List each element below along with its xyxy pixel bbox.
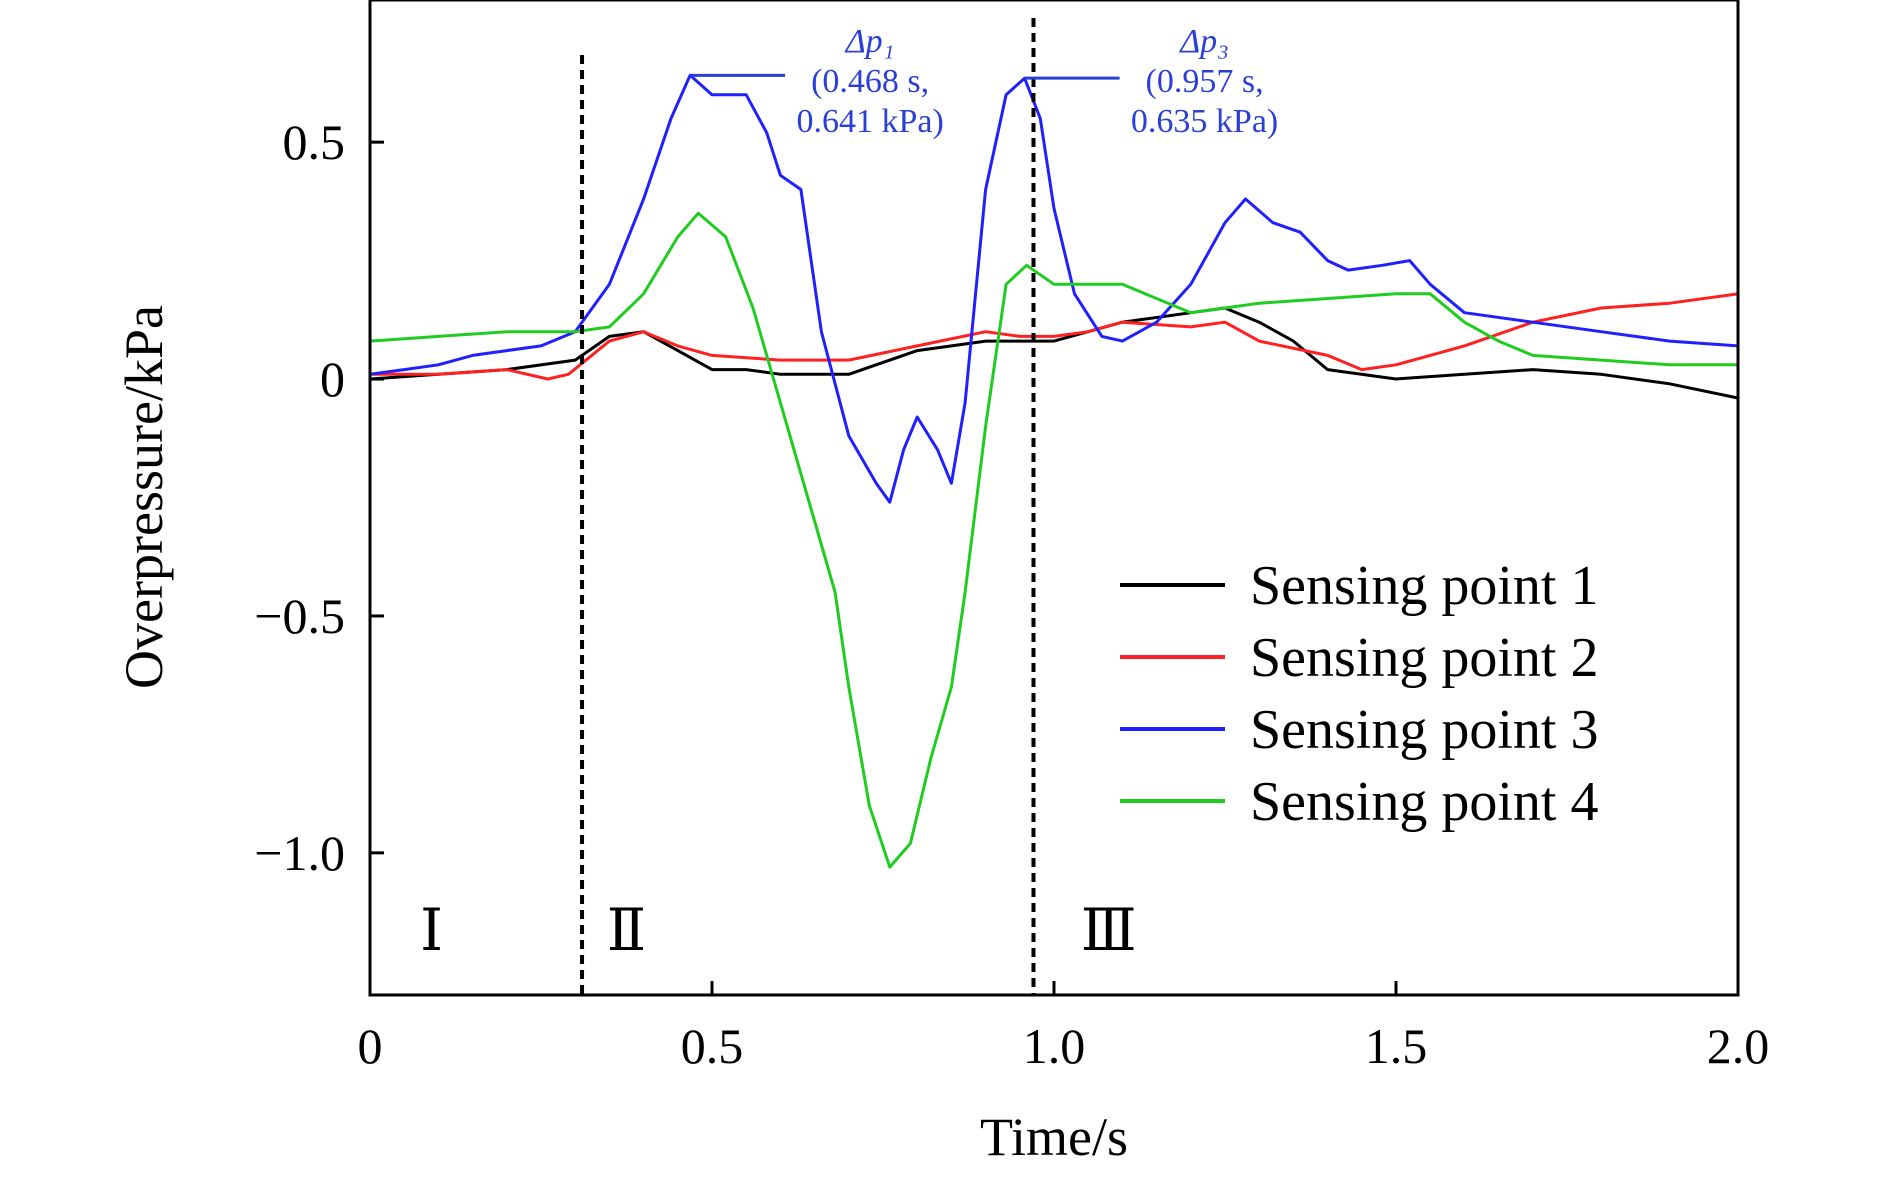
x-tick-label: 0.5: [681, 1018, 744, 1074]
series-line-sensing-point-4: [370, 211, 1738, 869]
series-lines: [370, 73, 1738, 869]
region-label: Ⅰ: [420, 898, 443, 963]
annotation-text-1: (0.468 s,: [811, 63, 929, 100]
legend-label-sensing-point-1: Sensing point 1: [1250, 555, 1598, 617]
region-label: Ⅲ: [1081, 898, 1137, 963]
plot-frame: [368, 0, 1740, 997]
series-line-sensing-point-1: [370, 306, 1738, 400]
series-line-sensing-point-3: [370, 73, 1738, 504]
annotation-text-2: 0.635 kPa): [1131, 103, 1278, 140]
x-tick-label: 1.5: [1365, 1018, 1428, 1074]
region-label: Ⅱ: [607, 898, 646, 963]
region-labels: Ⅰ Ⅱ Ⅲ: [420, 898, 1137, 963]
x-tick-label: 0: [358, 1018, 383, 1074]
legend: Sensing point 1 Sensing point 2 Sensing po…: [1120, 555, 1598, 833]
y-tick-label: 0: [320, 351, 345, 407]
axis-ticks: 0 0.5 1.0 1.5 2.0 −1.0 −0.5 0 0.5: [254, 114, 1769, 1074]
region-dividers: [580, 18, 1036, 995]
x-tick-label: 2.0: [1707, 1018, 1770, 1074]
annotation-text-2: Δp₃: [1178, 23, 1229, 60]
peak-annotations: Δp₁(0.468 s,0.641 kPa) Δp₃(0.957 s,0.635 …: [690, 23, 1278, 140]
y-tick-label: 0.5: [283, 114, 346, 170]
annotation-text-1: 0.641 kPa): [796, 103, 943, 140]
legend-label-sensing-point-2: Sensing point 2: [1250, 627, 1598, 689]
legend-label-sensing-point-4: Sensing point 4: [1250, 771, 1598, 833]
legend-label-sensing-point-3: Sensing point 3: [1250, 699, 1598, 761]
y-tick-label: −1.0: [254, 825, 345, 881]
x-axis-title: Time/s: [980, 1107, 1128, 1167]
y-axis-title: Overpressure/kPa: [114, 305, 174, 689]
y-tick-label: −0.5: [254, 588, 345, 644]
annotation-text-2: (0.957 s,: [1146, 63, 1264, 100]
annotation-text-1: Δp₁: [844, 23, 895, 60]
x-tick-label: 1.0: [1023, 1018, 1086, 1074]
series-line-sensing-point-2: [370, 292, 1738, 381]
